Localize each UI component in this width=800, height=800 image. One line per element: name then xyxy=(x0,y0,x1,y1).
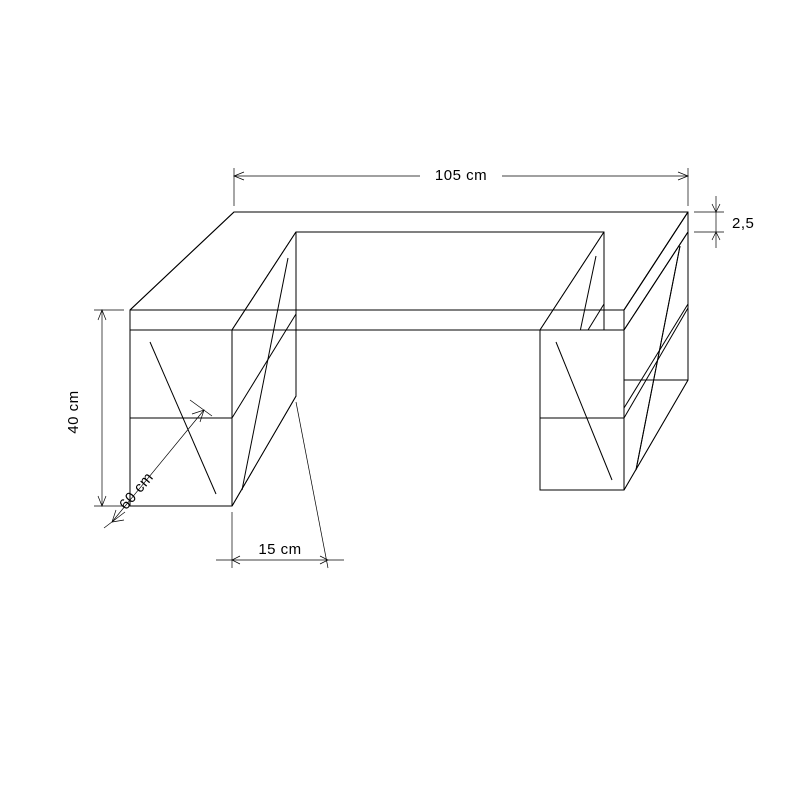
height-label: 40 cm xyxy=(65,390,82,433)
thickness-label: 2,5 xyxy=(732,215,754,232)
furniture-diagram: 105 cm 40 cm 2,5 60 cm 15 cm xyxy=(0,0,800,800)
dimension-height: 40 cm xyxy=(65,310,124,506)
width-label: 105 cm xyxy=(435,167,487,184)
leg-width-label: 15 cm xyxy=(258,541,301,558)
dimension-thickness: 2,5 xyxy=(694,196,754,248)
dimension-width: 105 cm xyxy=(234,164,688,206)
